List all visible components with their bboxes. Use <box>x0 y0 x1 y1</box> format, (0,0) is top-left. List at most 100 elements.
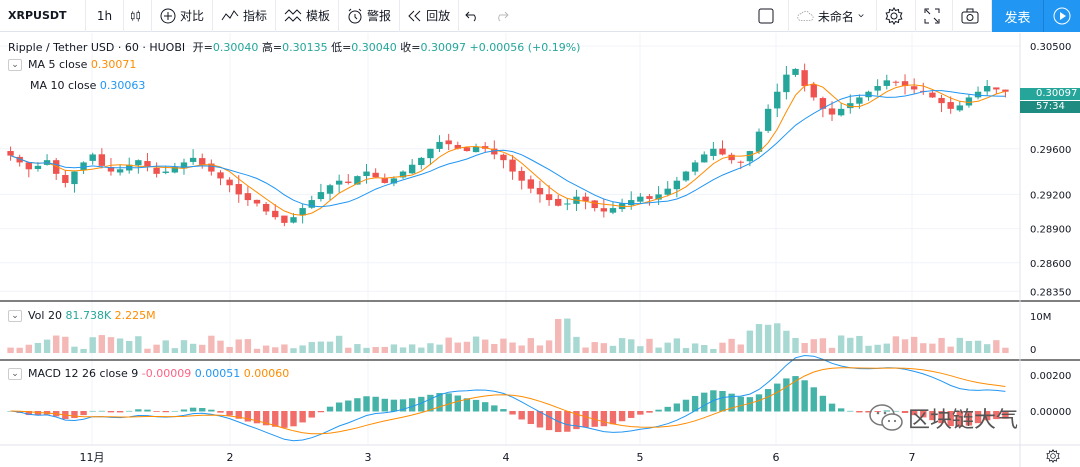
redo-button[interactable] <box>489 0 519 32</box>
interval-button[interactable]: 1h <box>86 0 124 32</box>
volume-bar <box>993 340 1000 353</box>
symbol-title[interactable]: Ripple / Tether USD · 60 · HUOBI <box>8 41 186 54</box>
candle <box>363 163 370 184</box>
macd-histogram-bar <box>701 392 708 412</box>
macd-histogram-bar <box>162 411 169 413</box>
volume-bar <box>655 347 662 353</box>
volume-bar <box>600 343 608 353</box>
time-axis[interactable]: 11月 2 3 4 5 6 7 <box>80 451 916 464</box>
candle <box>189 149 197 165</box>
layout-name-button[interactable]: 未命名 <box>789 0 877 32</box>
candle <box>71 171 78 193</box>
fullscreen-button[interactable] <box>916 0 953 32</box>
ma5-line <box>10 83 1006 216</box>
candle <box>938 94 945 113</box>
candle <box>107 157 115 176</box>
candle <box>180 158 188 175</box>
high-value: 0.30135 <box>282 41 328 54</box>
symbol-search-button[interactable]: XRPUSDT <box>0 0 86 32</box>
volume-bar <box>162 340 169 353</box>
templates-button[interactable]: 模板 <box>276 0 340 32</box>
candle <box>929 90 936 98</box>
candles-layer <box>7 63 1009 227</box>
macd-histogram-bar <box>463 398 471 412</box>
wechat-icon <box>869 404 903 431</box>
volume-bar <box>454 342 461 353</box>
macd-histogram-bar <box>764 389 772 412</box>
macd-label: MACD 12 26 close 9 <box>28 367 139 380</box>
volume-bar <box>354 344 361 353</box>
replay-label: 回放 <box>426 9 451 23</box>
volume-bar <box>910 336 918 353</box>
ma10-legend[interactable]: MA 10 close 0.30063 <box>30 79 145 92</box>
macd-histogram-bar <box>399 399 407 412</box>
volume-bar <box>892 336 900 353</box>
macd-histogram-bar <box>837 408 845 412</box>
volume-bar <box>445 337 452 353</box>
close-value: 0.30097 <box>420 41 467 54</box>
candle <box>463 146 471 152</box>
volume-bar <box>582 347 589 353</box>
settings-button[interactable] <box>877 0 916 32</box>
candle <box>774 83 781 118</box>
chart-style-button[interactable] <box>124 0 152 32</box>
macd-histogram-bar <box>728 393 735 412</box>
macd-histogram-bar <box>335 402 343 412</box>
macd-histogram-bar <box>290 411 297 427</box>
candle <box>993 87 1000 94</box>
candle <box>16 154 23 167</box>
price-axis[interactable]: 0.30500 0.29600 0.29200 0.28900 0.28600 0.283… <box>1030 42 1071 418</box>
fullscreen-select-button[interactable] <box>748 0 789 32</box>
volume-bar <box>947 346 954 353</box>
publish-button[interactable]: 发表 <box>992 0 1044 32</box>
undo-button[interactable] <box>459 0 489 32</box>
volume-bar <box>573 336 580 353</box>
candle <box>299 203 306 224</box>
compare-button[interactable]: 对比 <box>152 0 214 32</box>
volume-bar <box>281 344 288 353</box>
macd-histogram-bar <box>828 403 836 412</box>
macd-histogram-bar <box>883 410 890 412</box>
volume-bar <box>691 343 699 353</box>
candle <box>728 152 735 164</box>
ma10-label: MA 10 close <box>30 79 97 92</box>
snapshot-button[interactable] <box>953 0 992 32</box>
candle <box>116 164 124 176</box>
candle <box>281 215 288 227</box>
volume-bar <box>555 318 562 353</box>
macd-histogram-bar <box>299 411 306 423</box>
macd-histogram-bar <box>71 411 78 419</box>
alert-button[interactable]: 警报 <box>339 0 401 32</box>
indicators-button[interactable]: 指标 <box>213 0 277 32</box>
volume-bar <box>664 342 671 353</box>
chart-canvas[interactable]: 0.30500 0.29600 0.29200 0.28900 0.28600 0.283… <box>0 33 1080 467</box>
replay-button[interactable]: 回放 <box>400 0 460 32</box>
chart-settings-button[interactable] <box>1046 449 1060 466</box>
vol-collapse-toggle[interactable]: ⌄ <box>8 310 22 322</box>
macd-histogram-bar <box>920 411 927 418</box>
volume-bar <box>317 341 325 353</box>
play-button[interactable] <box>1044 0 1080 32</box>
collapse-toggle[interactable]: ⌄ <box>8 59 22 71</box>
volume-bar <box>226 346 233 353</box>
macd-histogram-bar <box>564 411 571 432</box>
macd-layer <box>7 354 1009 442</box>
candle <box>399 170 407 179</box>
candle <box>262 202 270 216</box>
macd-legend[interactable]: ⌄ MACD 12 26 close 9 -0.00009 0.00051 0.0… <box>8 367 289 380</box>
candle <box>518 166 525 190</box>
macd-histogram-bar <box>7 411 14 412</box>
time-tick-label: 5 <box>637 451 644 464</box>
vol-legend[interactable]: ⌄ Vol 20 81.738K 2.225M <box>8 309 156 322</box>
macd-histogram-bar <box>390 399 398 412</box>
top-toolbar: XRPUSDT 1h 对比 指标 模板 警报 回放 未命名 <box>0 0 1080 32</box>
macd-histogram-bar <box>801 380 808 412</box>
ma5-legend[interactable]: ⌄ MA 5 close 0.30071 <box>8 58 136 71</box>
volume-bar <box>755 324 763 353</box>
candle <box>837 103 845 117</box>
macd-collapse-toggle[interactable]: ⌄ <box>8 368 22 380</box>
price-tick-label: 0.28900 <box>1030 225 1071 236</box>
close-label: 收= <box>400 41 421 54</box>
volume-bar <box>399 347 407 353</box>
candle <box>536 180 544 203</box>
